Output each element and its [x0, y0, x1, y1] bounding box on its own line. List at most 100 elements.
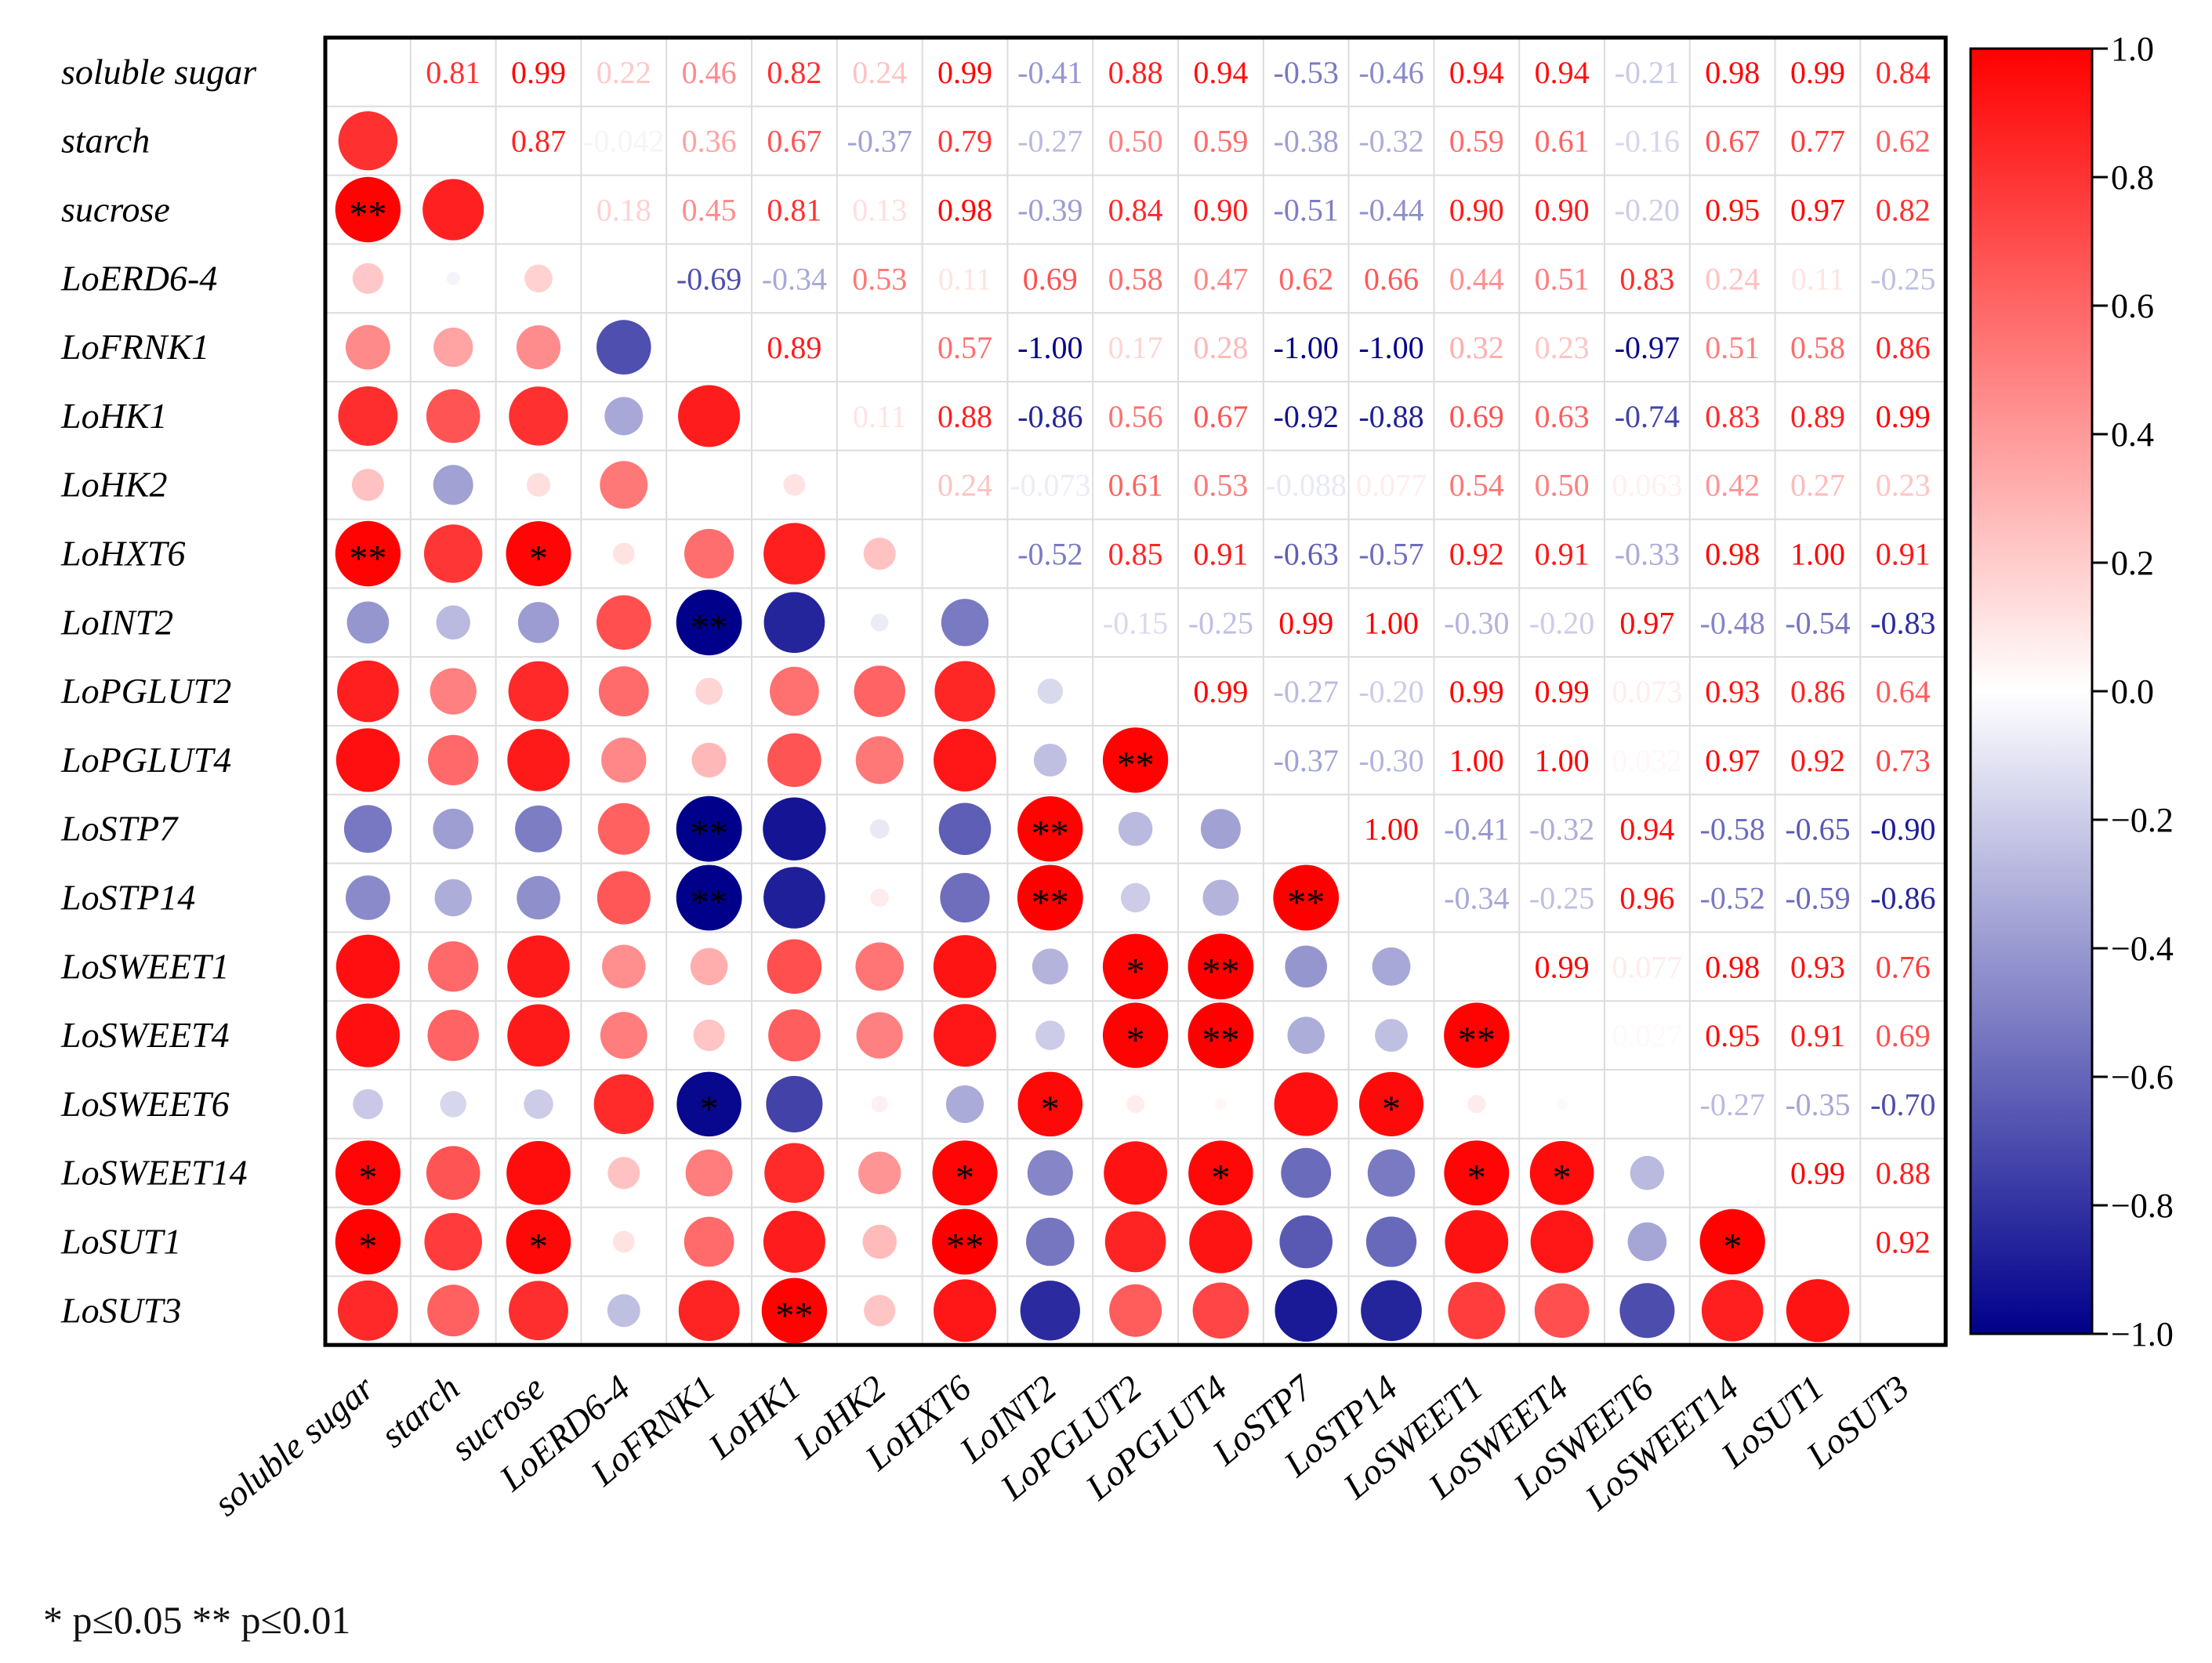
correlation-circle-LoSUT1-LoSTP14 [1365, 1216, 1417, 1267]
correlation-circle-LoSWEET1-LoERD6-4 [602, 944, 646, 989]
correlation-circle-LoPGLUT4-starch [428, 734, 479, 786]
correlation-circle-LoFRNK1-soluble sugar [345, 324, 390, 370]
significance-mark: ** [1032, 882, 1069, 924]
correlation-circle-LoSTP14-LoINT2 [1017, 864, 1083, 931]
correlation-value-label: 0.59 [1449, 124, 1504, 159]
correlation-value-label: -0.57 [1358, 537, 1423, 572]
correlation-circle-LoSTP14-LoPGLUT4 [1202, 879, 1239, 916]
correlation-value-label: 0.81 [767, 193, 821, 228]
correlation-value-label: 0.90 [1535, 193, 1590, 228]
correlation-value-label: 0.032 [1612, 743, 1682, 778]
correlation-circle-LoSUT1-LoINT2 [1026, 1217, 1075, 1266]
correlation-value-label: -0.37 [1274, 743, 1339, 778]
colorbar-tick-label: 1.0 [2111, 30, 2154, 68]
correlation-value-label: -0.59 [1785, 881, 1850, 916]
correlation-circle-LoPGLUT2-LoFRNK1 [695, 677, 723, 705]
correlation-value-label: 0.98 [1705, 537, 1760, 572]
correlation-value-label: 0.56 [1108, 399, 1163, 434]
correlation-value-label: -0.46 [1358, 55, 1423, 90]
correlation-circle-LoSUT3-LoINT2 [1020, 1281, 1080, 1341]
correlation-circle-LoSTP7-LoHK2 [869, 819, 890, 839]
colorbar-tick-label: 0.2 [2111, 544, 2154, 582]
correlation-circle-LoSWEET14-starch [426, 1146, 480, 1200]
correlation-value-label: -0.54 [1785, 605, 1850, 640]
correlation-value-label: 0.92 [1790, 743, 1845, 778]
correlation-circle-LoINT2-starch [436, 605, 470, 640]
column-labels: soluble sugarstarchsucroseLoERD6-4LoFRNK… [206, 1367, 1916, 1524]
significance-mark: ** [691, 607, 728, 648]
correlation-circle-LoHXT6-starch [423, 524, 483, 583]
correlation-circle-LoSWEET6-LoHK1 [766, 1075, 823, 1132]
correlation-value-label: -0.042 [583, 124, 664, 159]
correlation-value-label: 0.63 [1535, 399, 1590, 434]
correlation-value-label: 0.76 [1876, 949, 1931, 984]
colorbar-tick-label: 0.0 [2111, 672, 2154, 711]
correlation-value-label: 0.88 [937, 399, 992, 434]
correlation-value-label: 0.57 [937, 330, 992, 365]
correlation-circle-LoPGLUT4-sucrose [507, 729, 570, 792]
correlation-circle-LoSUT1-LoSWEET4 [1530, 1210, 1594, 1274]
correlation-value-label: 0.98 [937, 193, 992, 228]
correlation-value-label: 0.077 [1612, 949, 1682, 984]
correlation-circle-LoPGLUT2-LoHK1 [770, 666, 819, 716]
correlation-value-label: 0.99 [1449, 674, 1504, 709]
correlation-circle-LoSUT3-LoPGLUT4 [1192, 1282, 1249, 1339]
correlation-value-label: -0.65 [1785, 812, 1850, 847]
correlation-value-label: -0.088 [1266, 468, 1347, 503]
correlation-value-label: 0.18 [597, 193, 651, 228]
correlation-value-label: -1.00 [1358, 330, 1423, 365]
correlation-circle-LoSWEET6-LoPGLUT4 [1214, 1098, 1227, 1110]
significance-mark: ** [691, 813, 728, 855]
correlation-circle-LoSUT1-LoHK1 [763, 1210, 825, 1274]
correlation-value-label: -1.00 [1017, 330, 1082, 365]
correlation-circle-LoPGLUT4-LoFRNK1 [691, 742, 727, 778]
correlation-value-label: 0.063 [1612, 468, 1682, 503]
correlation-value-label: 0.99 [511, 55, 566, 90]
correlation-circle-LoSUT1-LoSTP7 [1279, 1215, 1333, 1269]
row-label: LoHXT6 [60, 534, 185, 574]
correlation-circle-LoSWEET1-LoPGLUT4 [1188, 933, 1254, 1000]
row-label: LoSWEET14 [60, 1153, 248, 1193]
correlation-circle-LoSUT3-LoHXT6 [934, 1279, 996, 1342]
correlation-value-label: 0.24 [1705, 261, 1760, 296]
colorbar-tick-label: −0.2 [2111, 801, 2174, 839]
correlation-circle-LoSWEET1-starch [428, 941, 479, 992]
correlation-value-label: 0.50 [1108, 124, 1163, 159]
correlation-circle-LoSWEET6-starch [440, 1091, 466, 1118]
column-label: soluble sugar [206, 1367, 383, 1524]
correlation-value-label: -0.39 [1017, 193, 1082, 228]
correlation-value-label: -0.35 [1785, 1087, 1850, 1122]
correlation-circle-LoSTP14-LoHXT6 [940, 872, 990, 923]
correlation-value-label: 0.90 [1193, 193, 1248, 228]
correlation-circle-LoSWEET14-LoSWEET1 [1444, 1140, 1510, 1206]
correlation-circle-LoSUT3-LoFRNK1 [678, 1280, 740, 1342]
colorbar-tick-label: −1.0 [2111, 1315, 2174, 1353]
correlation-value-label: 0.27 [1790, 468, 1845, 503]
correlation-value-label: 0.69 [1449, 399, 1504, 434]
correlation-circle-LoSUT1-LoPGLUT2 [1104, 1211, 1166, 1273]
correlation-circle-LoSWEET6-LoINT2 [1017, 1071, 1083, 1137]
correlation-circle-LoSUT1-starch [424, 1212, 482, 1271]
correlation-circle-LoHK2-LoERD6-4 [600, 461, 648, 509]
correlation-circle-LoSUT3-LoSWEET1 [1448, 1281, 1506, 1339]
correlation-value-label: 0.91 [1876, 537, 1931, 572]
correlation-circle-LoSWEET14-LoSWEET6 [1630, 1155, 1665, 1190]
correlation-value-label: -0.15 [1103, 605, 1168, 640]
correlation-value-label: 0.23 [1535, 330, 1590, 365]
correlation-circle-sucrose-soluble sugar [335, 176, 401, 243]
significance-mark: * [1467, 1158, 1486, 1199]
significance-mark: * [1126, 951, 1145, 992]
correlation-circle-LoPGLUT4-soluble sugar [335, 728, 401, 792]
correlation-value-label: 0.58 [1108, 261, 1163, 296]
correlation-value-label: 0.79 [937, 124, 992, 159]
colorbar: 1.0 0.8 0.6 0.4 0.2 0.0 −0.2 −0.4 −0.6 −0.8 −1.0 [1969, 30, 2174, 1353]
correlation-circle-LoSTP14-starch [434, 879, 472, 917]
correlation-circle-LoSUT1-LoSWEET1 [1445, 1210, 1509, 1274]
correlation-value-label: 0.86 [1790, 674, 1845, 709]
correlation-value-label: 0.51 [1705, 330, 1760, 365]
correlation-value-label: -0.32 [1529, 812, 1594, 847]
significance-mark: * [1723, 1226, 1742, 1268]
correlation-value-label: 0.99 [1790, 55, 1845, 90]
row-label: LoSWEET1 [60, 946, 230, 986]
